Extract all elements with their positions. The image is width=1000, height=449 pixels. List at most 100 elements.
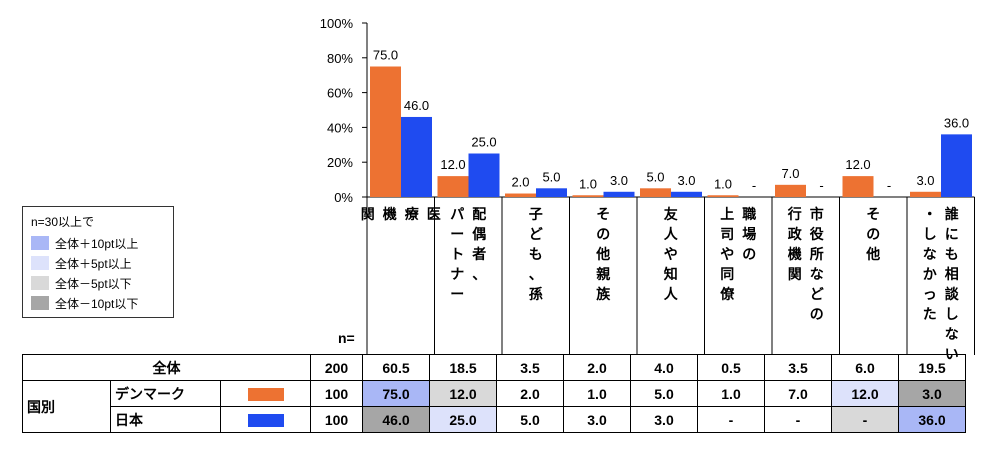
legend-title: n=30以上で [31,215,95,229]
category-label: 誰にも相談しない [944,206,959,362]
row-name: 日本 [110,406,221,433]
data-label: 3.0 [916,173,934,188]
category-label: 機 [382,206,397,222]
table-cell-n: 100 [310,380,363,407]
table-cell: 19.5 [898,354,966,381]
category-label: 上司や同僚 [720,206,735,302]
bar-denmark [572,195,604,197]
category-label: 子ども、孫 [528,206,543,302]
y-tick-label: 0% [334,190,353,205]
table-cell: 2.0 [496,380,564,407]
legend-item: 全体－10pt以下 [31,295,138,311]
bar-denmark [437,176,469,197]
bar-japan [468,153,500,197]
y-tick-label: 40% [327,120,353,135]
legend-swatch [31,256,49,270]
table-cell: 12.0 [831,380,899,407]
table-cell: 18.5 [429,354,497,381]
table-cell: 3.5 [496,354,564,381]
total-label: 全体 [22,354,311,381]
data-label: 25.0 [471,135,496,150]
table-cell: 3.0 [563,406,631,433]
table-row-total: 全体 200 60.5 18.5 3.5 2.0 4.0 0.5 3.5 6.0… [22,354,966,381]
row-swatch [220,406,311,433]
n-label: n= [338,330,355,346]
table-cell: 1.0 [697,380,765,407]
legend-label: 全体－10pt以下 [55,296,139,311]
table-cell: 4.0 [630,354,698,381]
legend-label: 全体－5pt以下 [55,276,132,291]
y-tick-label: 100% [320,16,354,31]
data-label: 75.0 [373,48,398,63]
legend: n=30以上で 全体＋10pt以上 全体＋5pt以上 全体－5pt以下 全体－1… [22,206,174,318]
category-label: 友人や知人 [663,206,678,302]
table-cell: 12.0 [429,380,497,407]
data-label: - [819,178,823,193]
table-cell: - [697,406,765,433]
data-label: 12.0 [440,157,465,172]
legend-swatch [31,276,49,290]
bar-japan [401,116,432,197]
category-label: 配偶者、 [472,206,487,282]
series-swatch-denmark [247,388,284,402]
table-cell-n: 100 [310,406,363,433]
legend-label: 全体＋5pt以上 [55,256,132,271]
group-label: 国別 [22,380,111,433]
row-name: デンマーク [110,380,221,407]
table-cell: 0.5 [697,354,765,381]
table-cell: 3.0 [898,380,966,407]
table-cell: 2.0 [563,354,631,381]
data-label: - [752,178,756,193]
legend-swatch [31,296,49,310]
data-label: 3.0 [610,173,628,188]
category-label: その他 [866,206,881,262]
bar-japan [671,191,702,197]
table-cell: 5.0 [496,406,564,433]
data-table: 全体 200 60.5 18.5 3.5 2.0 4.0 0.5 3.5 6.0… [22,354,966,433]
data-label: 1.0 [579,176,597,191]
table-cell: 75.0 [362,380,430,407]
y-tick-label: 20% [327,155,353,170]
table-cell: 3.0 [630,406,698,433]
legend-label: 全体＋10pt以上 [55,236,139,251]
series-swatch-japan [247,414,284,428]
category-label: 職場の [742,206,757,262]
bar-japan [603,191,635,197]
legend-item: 全体＋10pt以上 [31,235,138,251]
data-label: 12.0 [845,157,870,172]
row-swatch [220,380,311,407]
y-tick-label: 60% [327,86,353,101]
data-label: 36.0 [944,115,969,130]
bar-denmark [842,176,874,197]
bar-denmark [505,193,536,197]
table-cell: 7.0 [764,380,832,407]
data-label: 5.0 [542,169,560,184]
table-row-japan: 日本 100 46.0 25.0 5.0 3.0 3.0 - - - 36.0 [23,406,966,433]
bar-japan [536,188,567,197]
category-label: 関 [360,206,375,222]
bar-denmark [775,184,806,197]
category-label: パートナー [450,206,465,302]
table-cell: 25.0 [429,406,497,433]
legend-swatch [31,236,49,250]
bar-japan [941,134,972,197]
category-label: 市役所などの [809,206,824,322]
table-row-denmark: 国別 デンマーク 100 75.0 12.0 2.0 1.0 5.0 1.0 7… [22,380,966,433]
data-label: - [887,178,891,193]
data-label: 5.0 [646,169,664,184]
table-cell: 46.0 [362,406,430,433]
table-cell: 5.0 [630,380,698,407]
data-label: 7.0 [781,166,799,181]
data-label: 3.0 [677,173,695,188]
category-label: その他親族 [596,206,611,302]
bar-denmark [370,66,401,197]
data-label: 1.0 [714,176,732,191]
category-label: ・しなかった [922,206,937,322]
data-label: 46.0 [404,98,429,113]
category-label: 行政機関 [787,206,802,282]
data-label: 2.0 [511,175,529,190]
table-cell: 60.5 [362,354,430,381]
category-label: 療 [404,206,419,222]
bar-denmark [707,195,739,197]
